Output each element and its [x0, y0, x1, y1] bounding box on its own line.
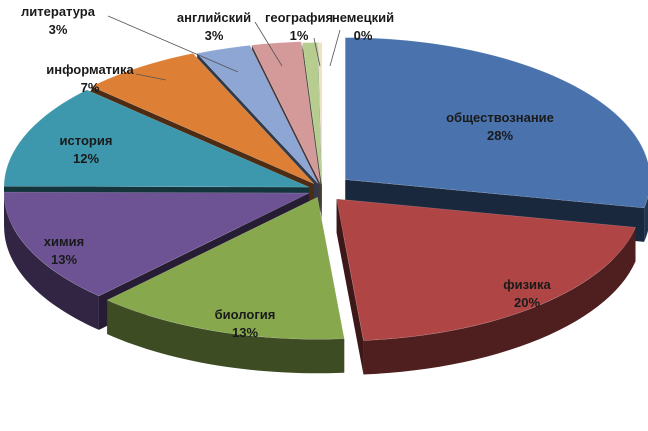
slice-name-label: физика: [503, 277, 551, 292]
pie-tops: [3, 37, 648, 341]
slice-wall-химия: [4, 193, 99, 330]
slice-percent-label: 3%: [205, 28, 224, 43]
slice-percent-label: 12%: [73, 151, 99, 166]
slice-name-label: география: [265, 10, 333, 25]
slice-английский: [251, 41, 321, 184]
slice-percent-label: 3%: [49, 22, 68, 37]
leader-line-немецкий: [329, 29, 341, 67]
slice-percent-label: 0%: [354, 28, 373, 43]
slice-name-label: немецкий: [332, 10, 394, 25]
slice-биология: [106, 196, 345, 340]
slice-name-label: литература: [21, 4, 96, 19]
slice-история: [3, 89, 310, 188]
slice-percent-label: 28%: [487, 128, 513, 143]
slice-обществознание: [344, 37, 648, 209]
slice-side-физика-1: [336, 199, 364, 375]
slice-name-label: история: [60, 133, 113, 148]
leader-line-информатика: [135, 73, 167, 81]
slice-name-label: биология: [215, 307, 276, 322]
slice-percent-label: 13%: [232, 325, 258, 340]
slice-labels: обществознание 28% физика 20% биология 13% хим…: [21, 4, 554, 340]
slice-name-label: английский: [177, 10, 251, 25]
leader-lines: [107, 15, 341, 81]
slice-wall-биология: [107, 300, 345, 374]
slice-wall-физика: [363, 227, 636, 375]
slice-percent-label: 20%: [514, 295, 540, 310]
leader-line-английский: [254, 21, 283, 67]
slice-name-label: обществознание: [446, 110, 554, 125]
leader-line-литература: [107, 15, 239, 73]
slice-wall-обществознание: [644, 196, 648, 242]
slice-name-label: химия: [44, 234, 84, 249]
slice-химия: [3, 191, 310, 297]
slice-география: [302, 42, 322, 185]
slice-информатика: [90, 53, 315, 184]
slice-percent-label: 1%: [290, 28, 309, 43]
slice-name-label: информатика: [46, 62, 134, 77]
slice-литература: [196, 45, 319, 184]
slice-немецкий: [317, 42, 323, 185]
slice-физика: [336, 198, 636, 341]
slice-percent-label: 7%: [81, 80, 100, 95]
leader-line-география: [313, 37, 321, 67]
slice-percent-label: 13%: [51, 252, 77, 267]
